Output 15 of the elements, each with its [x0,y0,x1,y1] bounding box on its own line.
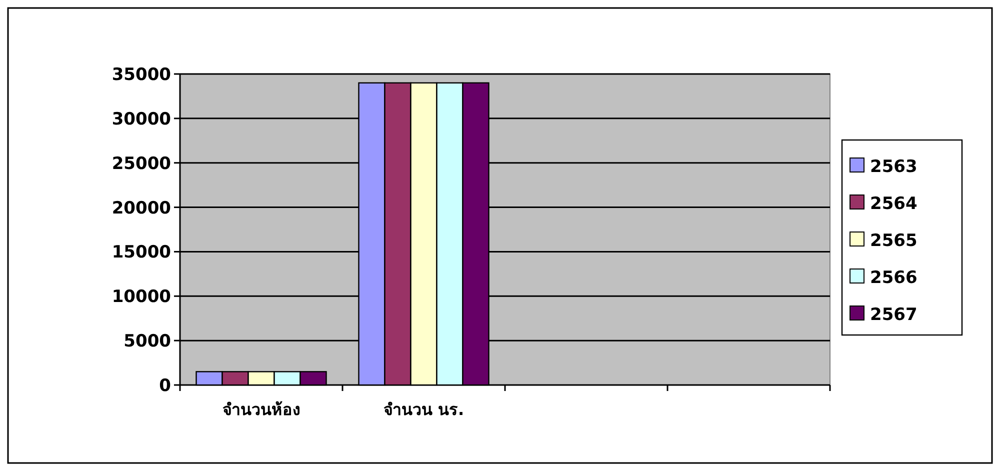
legend-label: 2566 [870,268,918,288]
legend-label: 2565 [870,231,918,251]
y-tick-label: 30000 [112,109,172,130]
y-tick-label: 25000 [112,154,172,174]
x-tick-label: จำนวนห้อง [222,400,300,419]
y-tick-label: 15000 [112,242,172,263]
y-tick-label: 5000 [124,332,172,352]
y-tick-label: 35000 [112,65,172,85]
legend-label: 2563 [870,157,918,177]
legend-label: 2567 [870,305,918,325]
x-tick-label: จำนวน นร. [383,400,464,419]
y-tick-label: 10000 [112,287,172,308]
legend-label: 2564 [870,194,918,214]
y-tick-label: 20000 [112,198,172,218]
y-tick-label: 0 [159,376,172,396]
